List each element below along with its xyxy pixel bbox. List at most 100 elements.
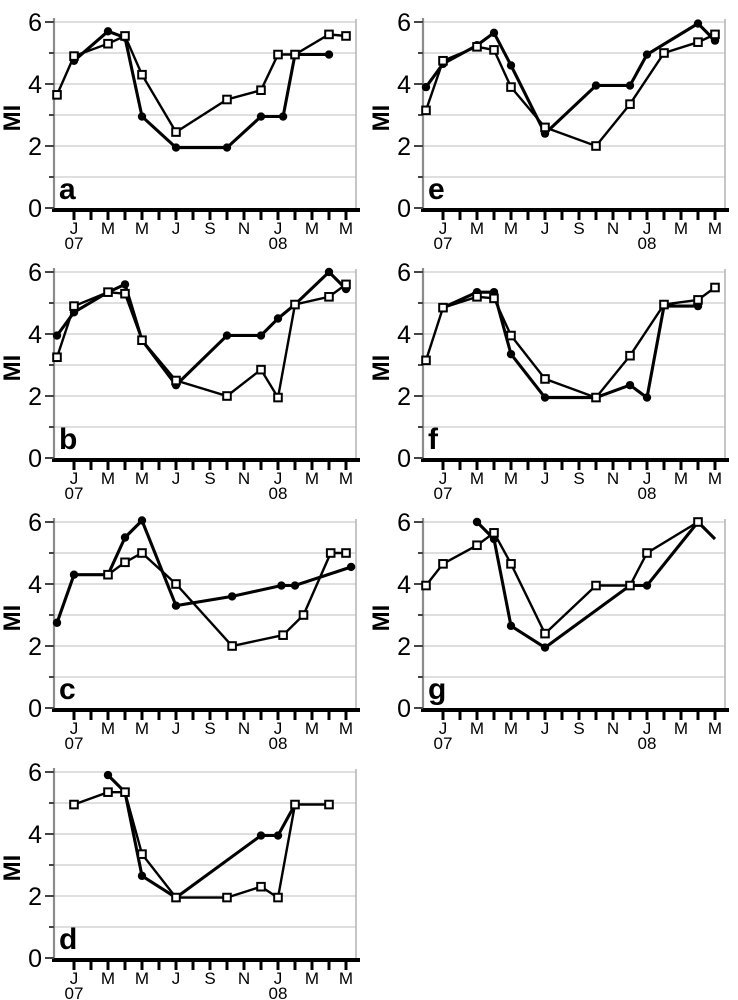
square-marker xyxy=(489,528,499,538)
x-tick-label: J xyxy=(172,969,181,988)
chart-a: 0 2 4 6 J M M J S N J M M 07 08 MI a xyxy=(0,9,360,250)
square-marker xyxy=(625,580,635,591)
open-square-series-line xyxy=(107,551,346,648)
circle-marker xyxy=(625,81,635,90)
square-marker xyxy=(489,293,499,304)
square-marker xyxy=(52,352,62,363)
x-tick-label: M xyxy=(135,219,149,238)
circle-marker xyxy=(120,280,130,289)
square-marker xyxy=(421,105,431,116)
x-tick-label: S xyxy=(573,719,584,738)
circle-marker xyxy=(273,831,283,840)
circle-marker xyxy=(227,592,237,601)
y-tick-label: 6 xyxy=(28,259,42,287)
circle-marker xyxy=(103,27,113,36)
square-marker xyxy=(103,569,113,580)
square-marker xyxy=(506,82,516,92)
circle-marker xyxy=(278,112,288,121)
square-marker xyxy=(137,548,147,558)
circle-marker xyxy=(591,81,601,90)
square-marker xyxy=(222,94,232,105)
y-tick-label: 0 xyxy=(28,445,42,473)
square-marker xyxy=(625,99,635,109)
x-tick-label: J xyxy=(70,219,79,238)
circle-marker xyxy=(421,82,431,92)
x-tick-label: J xyxy=(274,219,283,238)
x-tick-label: J xyxy=(439,719,448,738)
y-tick-label: 4 xyxy=(28,321,42,349)
panel-letter: e xyxy=(428,173,445,206)
panel-b: 0 2 4 6 J M M J S N J M M 07 08 MI b xyxy=(0,250,369,500)
chart-e: 0 2 4 6 J M M J S N J M M 07 08 MI e xyxy=(369,9,729,250)
square-marker xyxy=(642,548,652,558)
square-marker xyxy=(438,55,448,66)
square-marker xyxy=(325,548,336,558)
open-square-series-line xyxy=(425,520,699,636)
square-marker xyxy=(506,330,516,341)
x-tick-label: J xyxy=(172,469,181,488)
panel-d: 0 2 4 6 J M M J S N J M M 07 08 MI d xyxy=(0,750,369,1000)
circle-marker xyxy=(472,517,482,527)
x-year-label: 08 xyxy=(269,484,288,500)
x-year-label: 07 xyxy=(434,234,453,250)
square-marker xyxy=(693,37,703,47)
circle-marker xyxy=(642,50,652,59)
square-marker xyxy=(290,299,300,310)
circle-marker xyxy=(540,393,550,402)
x-tick-label: J xyxy=(70,719,79,738)
x-tick-label: M xyxy=(470,219,484,238)
square-marker xyxy=(227,641,237,651)
x-year-label: 08 xyxy=(638,484,657,500)
square-marker xyxy=(472,292,482,302)
open-square-series-line xyxy=(55,33,347,134)
x-tick-label: M xyxy=(339,719,353,738)
circle-marker xyxy=(273,314,283,323)
x-tick-label: M xyxy=(470,719,484,738)
x-tick-label: M xyxy=(305,469,319,488)
chart-c: 0 2 4 6 J M M J S N J M M 07 08 MI c xyxy=(0,509,360,750)
circle-marker xyxy=(256,331,266,340)
square-marker xyxy=(540,374,550,384)
y-tick-label: 6 xyxy=(28,9,42,37)
square-marker xyxy=(103,787,113,797)
circle-marker xyxy=(52,331,62,340)
circle-marker xyxy=(222,143,232,152)
square-marker xyxy=(693,517,703,527)
square-marker xyxy=(69,51,79,61)
square-marker xyxy=(489,45,499,55)
square-marker xyxy=(273,49,283,60)
x-tick-label: J xyxy=(172,719,181,738)
x-tick-label: N xyxy=(238,219,250,238)
square-marker xyxy=(710,29,720,40)
square-marker xyxy=(324,29,334,40)
x-tick-label: S xyxy=(204,469,215,488)
x-tick-label: N xyxy=(238,469,250,488)
circle-marker xyxy=(324,267,334,277)
chart-d: 0 2 4 6 J M M J S N J M M 07 08 MI d xyxy=(0,759,360,1000)
square-marker xyxy=(273,892,283,903)
y-tick-label: 2 xyxy=(28,383,42,411)
chart-f: 0 2 4 6 J M M J S N J M M 07 08 MI f xyxy=(369,259,729,500)
x-tick-label: M xyxy=(470,469,484,488)
y-axis-title: MI xyxy=(369,105,395,132)
x-tick-label: S xyxy=(573,469,584,488)
x-tick-label: M xyxy=(305,719,319,738)
square-marker xyxy=(171,127,181,137)
y-tick-label: 2 xyxy=(397,133,411,161)
x-tick-label: M xyxy=(504,719,518,738)
x-year-label: 08 xyxy=(638,234,657,250)
y-tick-label: 4 xyxy=(397,71,411,99)
circle-marker xyxy=(506,349,516,359)
square-marker xyxy=(591,141,601,151)
square-marker xyxy=(438,559,448,569)
filled-circle-series-line xyxy=(55,517,352,624)
x-tick-label: J xyxy=(274,719,283,738)
y-tick-label: 0 xyxy=(397,445,411,473)
y-tick-label: 6 xyxy=(397,509,411,537)
y-tick-label: 6 xyxy=(28,509,42,537)
square-marker xyxy=(278,630,288,640)
x-tick-label: J xyxy=(643,719,652,738)
circle-marker xyxy=(290,581,300,590)
y-tick-label: 0 xyxy=(397,195,411,223)
square-marker xyxy=(171,375,181,386)
